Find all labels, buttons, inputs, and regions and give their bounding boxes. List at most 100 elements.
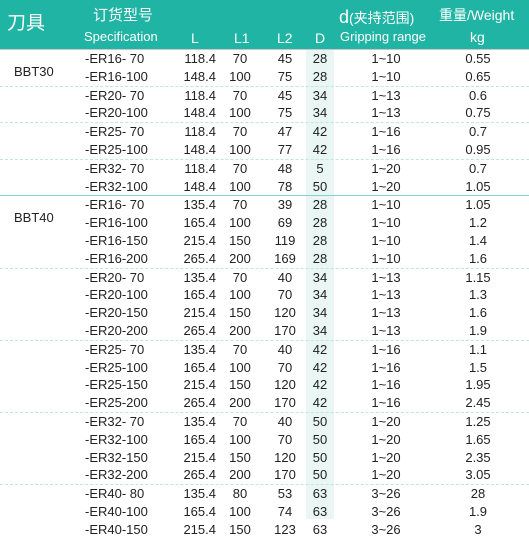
cell-D: 28: [312, 250, 328, 266]
cell-L1: 100: [229, 68, 251, 84]
cell-grip-range: 1~13: [371, 287, 401, 303]
cell-weight: 1.9: [468, 503, 488, 519]
cell-L1: 100: [229, 503, 251, 519]
cell-L1: 70: [232, 160, 248, 176]
table-row: -ER25- 70 135.4 70 40 42 1~16 1.1: [0, 341, 529, 359]
cell-L1: 100: [229, 141, 251, 157]
cell-L: 148.4: [183, 105, 216, 121]
cell-weight: 0.95: [465, 141, 491, 157]
cell-weight: 28: [470, 486, 486, 502]
cell-weight: 0.7: [468, 124, 488, 140]
cell-D: 34: [312, 269, 328, 285]
cell-weight: 3: [474, 521, 482, 537]
cell-weight: 2.45: [465, 395, 491, 411]
cell-L: 148.4: [183, 68, 216, 84]
cell-spec: -ER40-100: [85, 503, 148, 519]
row-block: -ER40- 80 135.4 80 53 63 3~26 28 -ER40-100 165.4…: [0, 485, 529, 538]
cell-L2: 119: [274, 232, 296, 248]
table-row: -ER16-100 165.4 100 69 28 1~10 1.2: [0, 214, 529, 232]
header-tool: 刀具: [7, 13, 46, 34]
cell-grip-range: 1~16: [371, 341, 401, 357]
cell-weight: 1.2: [468, 215, 488, 231]
cell-grip-range: 1~16: [371, 359, 401, 375]
cell-L: 215.4: [183, 232, 216, 248]
cell-L: 265.4: [183, 395, 216, 411]
cell-L: 135.4: [183, 269, 216, 285]
cell-grip-range: 1~16: [371, 377, 401, 393]
group-bbt30: BBT30 -ER16- 70 118.4 70 45 28 1~10 0.55 -ER16-1…: [0, 49, 529, 195]
cell-D: 50: [312, 431, 328, 447]
cell-L1: 70: [232, 269, 248, 285]
cell-spec: -ER40-150: [85, 521, 148, 537]
cell-D: 63: [312, 503, 328, 519]
header-d: d(夹持范围): [339, 8, 414, 26]
cell-L2: 70: [277, 431, 293, 447]
table-row: -ER25-200 265.4 200 170 42 1~16 2.45: [0, 394, 529, 412]
cell-weight: 2.35: [465, 449, 491, 465]
cell-L: 165.4: [183, 431, 216, 447]
cell-L: 165.4: [183, 287, 216, 303]
cell-L2: 45: [277, 87, 293, 103]
table-row: -ER40-150 215.4 150 123 63 3~26 3: [0, 521, 529, 539]
cell-weight: 3.05: [465, 467, 491, 483]
cell-spec: -ER20-100: [85, 105, 148, 121]
table-row: -ER20- 70 118.4 70 45 34 1~13 0.6: [0, 87, 529, 105]
cell-grip-range: 3~26: [371, 521, 401, 537]
cell-grip-range: 1~10: [371, 51, 401, 66]
cell-L1: 100: [229, 215, 251, 231]
cell-L2: 123: [274, 521, 296, 537]
cell-weight: 1.15: [465, 269, 491, 285]
cell-L1: 100: [229, 287, 251, 303]
cell-L1: 70: [232, 197, 248, 213]
cell-L: 215.4: [183, 521, 216, 537]
table-header: 刀具 订货型号 Specification L L1 L2 D d(夹持范围) …: [0, 0, 529, 49]
cell-D: 34: [312, 322, 328, 338]
cell-D: 5: [316, 160, 324, 176]
cell-L: 118.4: [184, 51, 216, 66]
cell-D: 63: [312, 486, 328, 502]
cell-L1: 100: [229, 105, 251, 121]
header-L2: L2: [277, 30, 293, 46]
cell-L2: 169: [274, 250, 296, 266]
group-bbt40: BBT40 -ER16- 70 135.4 70 39 28 1~10 1.05 -ER16-1…: [0, 195, 529, 538]
cell-L1: 150: [229, 449, 251, 465]
cell-L2: 70: [277, 287, 293, 303]
table-row: -ER40-100 165.4 100 74 63 3~26 1.9: [0, 503, 529, 521]
table-row: -ER40- 80 135.4 80 53 63 3~26 28: [0, 485, 529, 503]
cell-spec: -ER25- 70: [85, 124, 145, 140]
cell-D: 42: [312, 359, 328, 375]
cell-L: 135.4: [183, 486, 216, 502]
cell-L1: 100: [229, 359, 251, 375]
cell-D: 42: [312, 395, 328, 411]
cell-L1: 200: [229, 250, 251, 266]
cell-D: 42: [312, 377, 328, 393]
cell-grip-range: 3~26: [371, 486, 401, 502]
header-L1: L1: [234, 30, 250, 46]
table-row: -ER16- 70 135.4 70 39 28 1~10 1.05: [0, 196, 529, 214]
cell-L: 118.4: [184, 87, 216, 103]
cell-spec: -ER32-100: [85, 431, 148, 447]
cell-spec: -ER25-200: [85, 395, 148, 411]
cell-grip-range: 1~10: [371, 68, 401, 84]
table-row: -ER32-200 265.4 200 170 50 1~20 3.05: [0, 466, 529, 484]
cell-L2: 40: [277, 341, 293, 357]
cell-weight: 1.3: [468, 287, 488, 303]
cell-L1: 200: [229, 322, 251, 338]
cell-L1: 150: [229, 232, 251, 248]
cell-L: 215.4: [183, 377, 216, 393]
table-row: -ER16-200 265.4 200 169 28 1~10 1.6: [0, 250, 529, 268]
cell-D: 42: [312, 141, 328, 157]
cell-L1: 150: [229, 377, 251, 393]
cell-grip-range: 1~10: [371, 197, 401, 213]
cell-D: 28: [312, 197, 328, 213]
cell-L2: 120: [274, 305, 296, 321]
cell-L2: 70: [277, 359, 293, 375]
table-row: -ER25-150 215.4 150 120 42 1~16 1.95: [0, 376, 529, 394]
cell-grip-range: 1~13: [371, 322, 401, 338]
cell-weight: 0.75: [465, 105, 491, 121]
cell-grip-range: 1~20: [371, 160, 401, 176]
cell-grip-range: 1~13: [371, 269, 401, 285]
cell-L1: 150: [229, 521, 251, 537]
cell-D: 28: [312, 232, 328, 248]
cell-L: 165.4: [183, 503, 216, 519]
